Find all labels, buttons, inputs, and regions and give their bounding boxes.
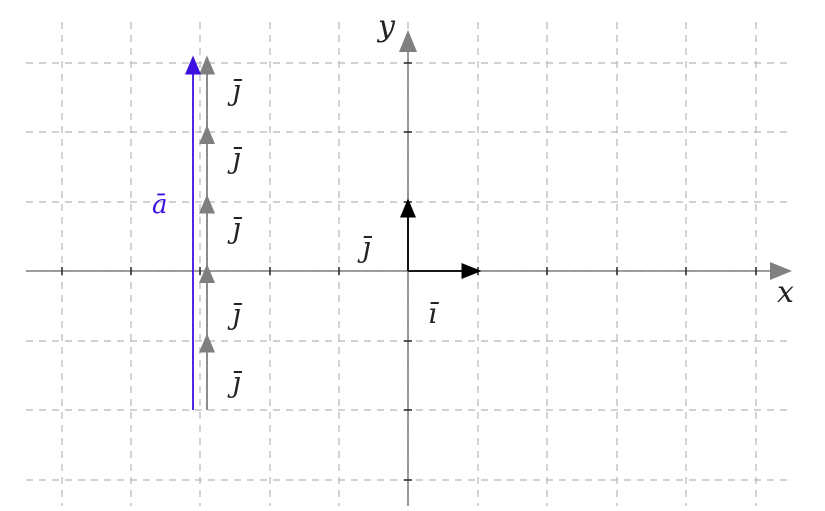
unit-i-arrowhead — [461, 263, 482, 279]
chain-j-label-5: ȷ̄ — [227, 366, 243, 399]
unit-vectors — [400, 198, 482, 279]
chain-j-label-2: ȷ̄ — [227, 142, 243, 175]
y-axis-arrowhead — [399, 30, 417, 52]
unit-j-arrowhead — [400, 198, 416, 218]
x-axis-label: x — [777, 275, 794, 310]
chain-j-label-3: ȷ̄ — [227, 212, 243, 245]
chain-j-arrowhead-4 — [199, 125, 215, 144]
chain-j-arrowhead-2 — [199, 264, 215, 283]
j-vector-chain — [199, 55, 215, 410]
unit-j-label: ȷ̄ — [357, 231, 373, 264]
axes — [26, 30, 792, 506]
x-axis-arrowhead — [770, 262, 792, 280]
vector-a — [185, 55, 201, 410]
chain-j-arrowhead-3 — [199, 194, 215, 214]
chain-j-label-1: ȷ̄ — [227, 74, 243, 107]
axis-ticks — [61, 62, 757, 481]
unit-i-label: ı̄ — [428, 297, 440, 330]
y-axis-label: y — [376, 9, 396, 44]
chain-j-arrowhead-5 — [199, 55, 215, 75]
chain-j-arrowhead-1 — [199, 333, 215, 353]
chain-j-label-4: ȷ̄ — [227, 298, 243, 331]
vector-a-arrowhead — [185, 55, 201, 75]
vector-a-label: ā — [152, 190, 168, 220]
